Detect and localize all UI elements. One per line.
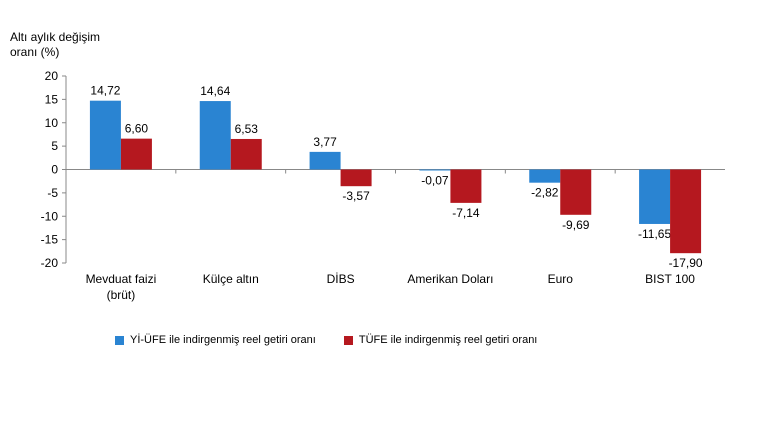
x-category-label: BIST 100 bbox=[645, 272, 695, 286]
bar-yi-ufe bbox=[309, 151, 341, 170]
data-label: -9,69 bbox=[562, 218, 590, 232]
legend-swatch-yi-ufe bbox=[115, 335, 124, 345]
y-tick-label: 5 bbox=[51, 139, 58, 153]
data-label: -3,57 bbox=[342, 189, 370, 203]
bar-tufe bbox=[120, 138, 152, 170]
x-category-label: Mevduat faizi bbox=[86, 272, 157, 286]
data-label: -17,90 bbox=[669, 256, 703, 270]
data-label: 3,77 bbox=[313, 135, 337, 149]
y-axis-title-line-2: oranı (%) bbox=[10, 45, 60, 59]
x-category-label: (brüt) bbox=[107, 288, 136, 302]
bar-yi-ufe bbox=[419, 169, 451, 171]
y-tick-label: 0 bbox=[51, 163, 58, 177]
data-label: -0,07 bbox=[421, 174, 449, 188]
y-tick-label: -15 bbox=[41, 233, 59, 247]
y-tick-label: 20 bbox=[45, 69, 59, 83]
y-axis-title-line-1: Altı aylık değişim bbox=[10, 30, 101, 44]
y-tick-label: -20 bbox=[41, 256, 59, 270]
legend-label-yi-ufe: Yİ-ÜFE ile indirgenmiş reel getiri oranı bbox=[130, 334, 316, 346]
x-category-label: Euro bbox=[548, 272, 574, 286]
y-axis-title: Altı aylık değişim oranı (%) bbox=[10, 30, 100, 60]
y-tick-label: 10 bbox=[45, 116, 59, 130]
y-tick-label: 15 bbox=[45, 92, 59, 106]
bar-tufe bbox=[670, 169, 702, 254]
data-label: 6,53 bbox=[235, 122, 259, 136]
bar-chart: 20 15 10 5 0 -5 -10 -15 -20 14,72 6,60 Mevduat faiz… bbox=[41, 69, 725, 302]
bar-tufe bbox=[560, 169, 592, 215]
x-category-label: DİBS bbox=[327, 272, 355, 286]
data-label: -11,65 bbox=[638, 227, 671, 241]
data-label: -7,14 bbox=[452, 206, 480, 220]
legend-label-tufe: TÜFE ile indirgenmiş reel getiri oranı bbox=[358, 334, 538, 346]
x-category-label: Külçe altın bbox=[203, 272, 259, 286]
legend-item-tufe: TÜFE ile indirgenmiş reel getiri oranı bbox=[343, 334, 538, 346]
bar-tufe bbox=[230, 138, 262, 170]
y-tick-label: -10 bbox=[41, 209, 59, 223]
bar-yi-ufe bbox=[89, 100, 121, 170]
y-tick-label: -5 bbox=[47, 186, 58, 200]
bar-tufe bbox=[450, 169, 482, 203]
bar-yi-ufe bbox=[529, 169, 561, 183]
bar-tufe bbox=[340, 169, 372, 187]
bar-yi-ufe bbox=[199, 101, 231, 170]
bar-yi-ufe bbox=[639, 169, 671, 224]
x-category-label: Amerikan Doları bbox=[407, 272, 493, 286]
data-label: 14,64 bbox=[200, 84, 230, 98]
data-label: 14,72 bbox=[90, 84, 120, 98]
data-label: 6,60 bbox=[125, 122, 149, 136]
legend: Yİ-ÜFE ile indirgenmiş reel getiri oranı… bbox=[115, 334, 537, 346]
legend-swatch-tufe bbox=[343, 335, 353, 345]
legend-item-yi-ufe: Yİ-ÜFE ile indirgenmiş reel getiri oranı bbox=[115, 334, 316, 346]
data-label: -2,82 bbox=[531, 186, 559, 200]
